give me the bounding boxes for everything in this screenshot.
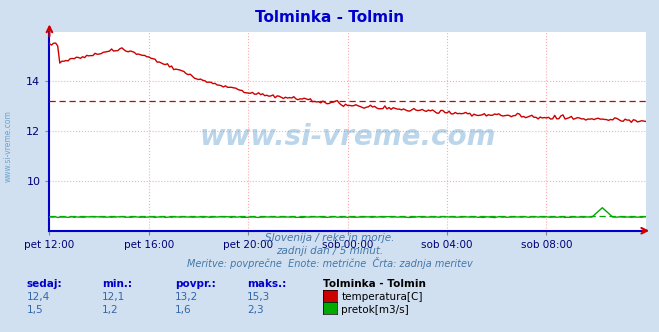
Text: 2,3: 2,3 [247,305,264,315]
Text: 15,3: 15,3 [247,292,270,302]
Text: min.:: min.: [102,279,132,289]
Text: Meritve: povprečne  Enote: metrične  Črta: zadnja meritev: Meritve: povprečne Enote: metrične Črta:… [186,257,473,269]
Text: www.si-vreme.com: www.si-vreme.com [3,110,13,182]
Text: 12,1: 12,1 [102,292,125,302]
Text: Slovenija / reke in morje.: Slovenija / reke in morje. [265,233,394,243]
Text: povpr.:: povpr.: [175,279,215,289]
Text: 13,2: 13,2 [175,292,198,302]
Text: www.si-vreme.com: www.si-vreme.com [200,123,496,151]
Text: sedaj:: sedaj: [26,279,62,289]
Text: 1,2: 1,2 [102,305,119,315]
Text: Tolminka - Tolmin: Tolminka - Tolmin [323,279,426,289]
Text: 1,6: 1,6 [175,305,191,315]
Text: 1,5: 1,5 [26,305,43,315]
Text: zadnji dan / 5 minut.: zadnji dan / 5 minut. [276,246,383,256]
Text: Tolminka - Tolmin: Tolminka - Tolmin [255,10,404,25]
Text: maks.:: maks.: [247,279,287,289]
Text: temperatura[C]: temperatura[C] [341,292,423,302]
Text: 12,4: 12,4 [26,292,49,302]
Text: pretok[m3/s]: pretok[m3/s] [341,305,409,315]
